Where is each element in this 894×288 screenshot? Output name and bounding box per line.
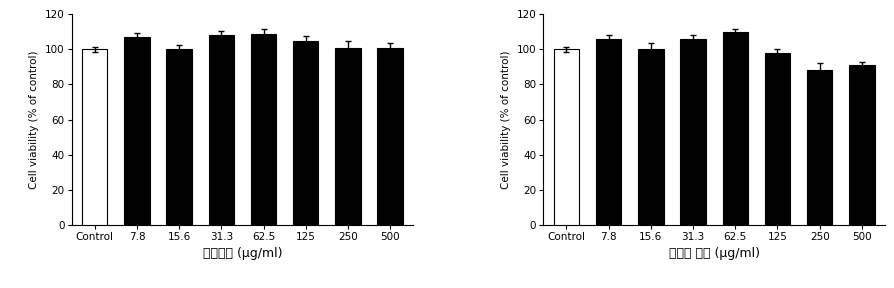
X-axis label: 상수리 나무 (μg/ml): 상수리 나무 (μg/ml) — [669, 247, 760, 260]
Bar — [764, 53, 790, 225]
Bar — [638, 50, 663, 225]
Bar — [553, 50, 579, 225]
Y-axis label: Cell viability (% of control): Cell viability (% of control) — [501, 50, 511, 189]
Bar — [849, 65, 874, 225]
Bar — [124, 37, 149, 225]
Bar — [335, 48, 360, 225]
Bar — [293, 41, 318, 225]
Bar — [82, 50, 107, 225]
Bar — [166, 50, 192, 225]
Bar — [208, 35, 234, 225]
X-axis label: 환삼덩굴 (μg/ml): 환삼덩굴 (μg/ml) — [203, 247, 283, 260]
Bar — [807, 71, 832, 225]
Bar — [377, 48, 403, 225]
Y-axis label: Cell viability (% of control): Cell viability (% of control) — [30, 50, 39, 189]
Bar — [596, 39, 621, 225]
Bar — [722, 32, 748, 225]
Bar — [251, 34, 276, 225]
Bar — [680, 39, 705, 225]
